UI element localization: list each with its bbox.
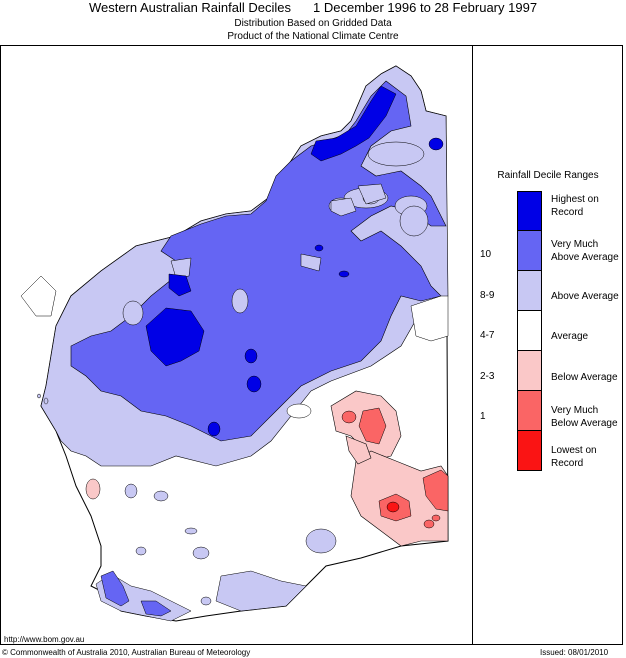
very-much-below-region [358, 407, 387, 445]
legend-label: Very Much Below Average [551, 405, 618, 429]
footer-issued: Issued: 08/01/2010 [540, 648, 609, 657]
above-average-patch [231, 288, 249, 314]
legend-swatch [517, 311, 542, 351]
very-much-below-patch [423, 519, 435, 529]
above-average-patch [170, 257, 192, 279]
legend-range: 10 [480, 249, 492, 260]
highest-on-record-patch [145, 307, 205, 367]
legend-swatch [517, 231, 542, 271]
above-average-patch [367, 141, 425, 167]
highest-on-record-patch [314, 244, 324, 252]
legend-range: 2-3 [480, 371, 495, 382]
above-average-patch [357, 183, 387, 205]
above-average-patch [192, 546, 210, 560]
legend-swatch [517, 191, 542, 231]
average-patch [20, 275, 57, 317]
highest-on-record-patch [428, 137, 444, 151]
above-average-patch [215, 570, 307, 612]
legend-range: 8-9 [480, 290, 495, 301]
legend-swatch [517, 271, 542, 311]
footer-url[interactable]: http://www.bom.gov.au [4, 635, 85, 644]
above-average-patch [184, 527, 198, 535]
footer-copyright: © Commonwealth of Australia 2010, Austra… [2, 648, 251, 657]
above-average-patch [300, 253, 322, 272]
legend-title: Rainfall Decile Ranges [497, 170, 599, 181]
average-patch [410, 295, 449, 342]
legend-swatch [517, 431, 542, 471]
very-much-above-patch [140, 600, 172, 617]
subtitle-product: Product of the National Climate Centre [227, 31, 399, 42]
legend-range: 1 [480, 411, 486, 422]
below-average-patch [85, 478, 101, 500]
map-frame [0, 45, 623, 645]
very-much-below-patch [431, 514, 441, 522]
legend-label: Below Average [551, 372, 618, 383]
above-average-patch [124, 483, 138, 499]
legend-label: Highest on Record [551, 194, 599, 218]
legend-label: Above Average [551, 291, 619, 302]
above-average-patch [399, 205, 429, 237]
island [37, 393, 41, 399]
average-patch [286, 403, 312, 419]
island [43, 397, 49, 405]
above-average-patch [122, 300, 144, 326]
highest-on-record-patch [168, 273, 192, 297]
lowest-on-record-patch [386, 501, 400, 513]
legend-divider [472, 45, 473, 645]
very-much-below-patch [341, 410, 357, 424]
above-average-patch [153, 490, 169, 502]
subtitle-distribution: Distribution Based on Gridded Data [234, 18, 392, 29]
highest-on-record-patch [338, 270, 350, 278]
highest-on-record-region [310, 85, 397, 162]
below-average-region [345, 435, 372, 465]
above-average-patch [135, 546, 147, 556]
rainfall-decile-map [20, 65, 449, 622]
legend-swatch [517, 351, 542, 391]
above-average-patch [200, 596, 212, 606]
legend-swatch [517, 391, 542, 431]
legend-label: Average [551, 331, 589, 342]
above-average-patch [330, 197, 357, 217]
legend-label: Very Much Above Average [551, 239, 619, 263]
map-title: Western Australian Rainfall Deciles 1 Dec… [0, 0, 626, 16]
legend-range: 4-7 [480, 330, 495, 341]
above-average-patch [305, 528, 337, 554]
legend-label: Lowest on Record [551, 445, 597, 469]
title-region: Western Australian Rainfall Deciles [88, 0, 292, 15]
highest-on-record-patch [246, 375, 262, 393]
highest-on-record-patch [244, 348, 258, 364]
very-much-above-patch [100, 570, 130, 607]
highest-on-record-patch [207, 421, 221, 437]
very-much-below-region [422, 469, 449, 512]
title-period: 1 December 1996 to 28 February 1997 [313, 0, 538, 15]
